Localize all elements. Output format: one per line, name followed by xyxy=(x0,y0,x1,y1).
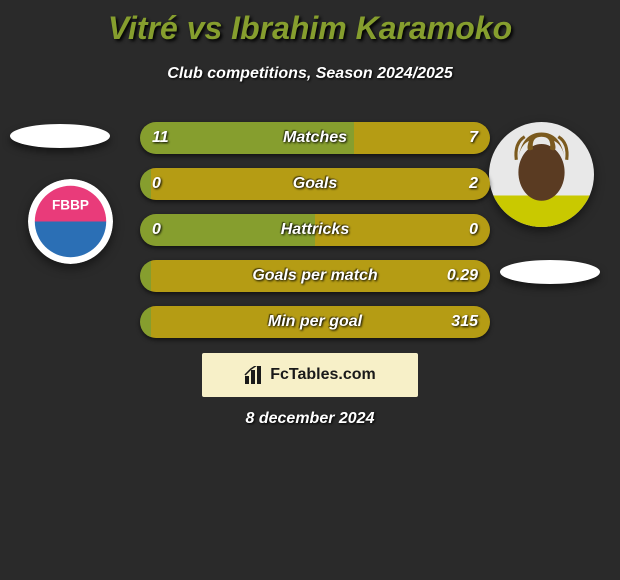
svg-text:FBBP: FBBP xyxy=(52,198,89,213)
bar-left-segment xyxy=(140,306,151,338)
bar-left-segment xyxy=(140,122,354,154)
watermark-text: FcTables.com xyxy=(270,366,376,384)
stat-row: Hattricks00 xyxy=(140,214,490,246)
stat-row: Goals02 xyxy=(140,168,490,200)
bar-left-segment xyxy=(140,214,315,246)
bar-chart-icon xyxy=(244,366,264,384)
ellipse-right xyxy=(500,260,600,284)
bar-right-segment xyxy=(354,122,491,154)
club-badge-left: FBBP xyxy=(28,179,113,264)
player-photo-right xyxy=(489,122,594,227)
bar-left-segment xyxy=(140,260,151,292)
stat-row: Min per goal315 xyxy=(140,306,490,338)
watermark: FcTables.com xyxy=(202,353,418,397)
stat-row: Matches117 xyxy=(140,122,490,154)
page-title: Vitré vs Ibrahim Karamoko xyxy=(0,0,620,47)
subtitle: Club competitions, Season 2024/2025 xyxy=(0,65,620,83)
date-label: 8 december 2024 xyxy=(0,410,620,428)
bar-left-segment xyxy=(140,168,151,200)
ellipse-left xyxy=(10,124,110,148)
bar-right-segment xyxy=(151,168,491,200)
bar-right-segment xyxy=(151,306,491,338)
stats-bars: Matches117 Goals02 Hattricks00 Goals per ma… xyxy=(140,122,490,352)
stat-row: Goals per match0.29 xyxy=(140,260,490,292)
bar-right-segment xyxy=(315,214,490,246)
bar-right-segment xyxy=(151,260,491,292)
